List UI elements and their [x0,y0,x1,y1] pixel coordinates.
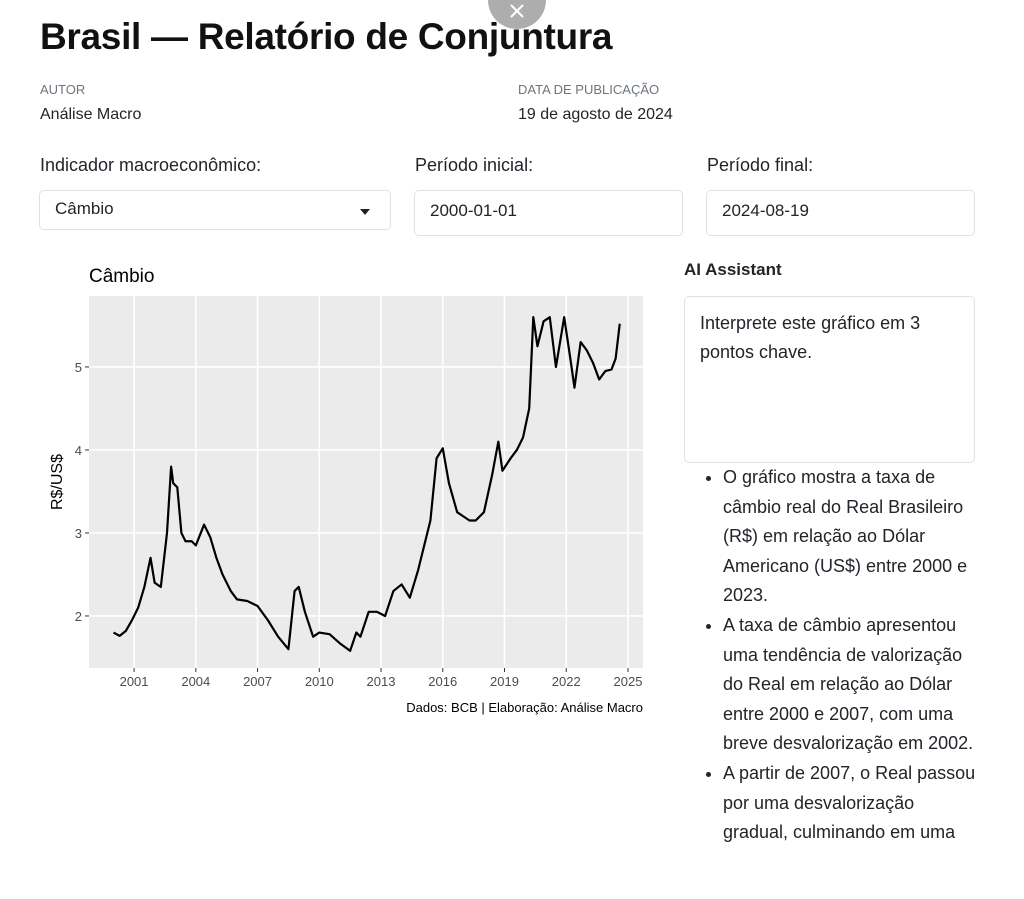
response-item: A partir de 2007, o Real passou por uma … [723,759,984,848]
assistant-title: AI Assistant [684,260,782,279]
x-tick-label: 2013 [367,674,396,689]
y-tick-label: 5 [75,360,82,375]
page-title: Brasil — Relatório de Conjuntura [40,16,613,57]
author-label: AUTOR [40,82,86,97]
indicator-label: Indicador macroeconômico: [40,155,262,175]
y-tick-label: 4 [75,443,82,458]
author: Análise Macro [40,106,142,123]
start-label: Período inicial: [415,155,534,175]
x-tick-label: 2025 [614,674,643,689]
indicator-select[interactable]: Câmbio [39,190,391,230]
end-input[interactable]: 2024-08-19 [706,190,975,236]
line [112,316,621,652]
caret [360,209,370,215]
date-label: DATA DE PUBLICAÇÃO [518,82,660,97]
x-tick-label: 2019 [490,674,519,689]
plot-background [89,296,643,668]
end-label: Período final: [707,155,814,175]
response-item: A taxa de câmbio apresentou uma tendênci… [723,611,984,759]
date: 19 de agosto de 2024 [518,106,673,123]
chart: Câmbio R$/US$ Dados: BCB | Elaboração: A… [49,266,643,715]
response: O gráfico mostra a taxa de câmbio real d… [684,463,984,848]
y-axis-label: R$/US$ [49,454,66,510]
x-tick-label: 2016 [428,674,457,689]
indicator-value: Câmbio [55,199,114,218]
prompt-box[interactable]: Interprete este gráfico em 3 pontos chav… [684,296,975,463]
y-tick-label: 3 [75,526,82,541]
x-tick-label: 2022 [552,674,581,689]
y-tick-label: 2 [75,609,82,624]
close-button[interactable] [487,0,547,30]
x-tick-label: 2007 [243,674,272,689]
response-list: O gráfico mostra a taxa de câmbio real d… [684,463,984,848]
chart-title: Câmbio [89,266,154,287]
caption: Dados: BCB | Elaboração: Análise Macro [406,700,643,715]
response-item: O gráfico mostra a taxa de câmbio real d… [723,463,984,611]
start-input[interactable]: 2000-01-01 [414,190,683,236]
x-tick-label: 2004 [181,674,210,689]
x-tick-label: 2010 [305,674,334,689]
x-tick-label: 2001 [120,674,149,689]
